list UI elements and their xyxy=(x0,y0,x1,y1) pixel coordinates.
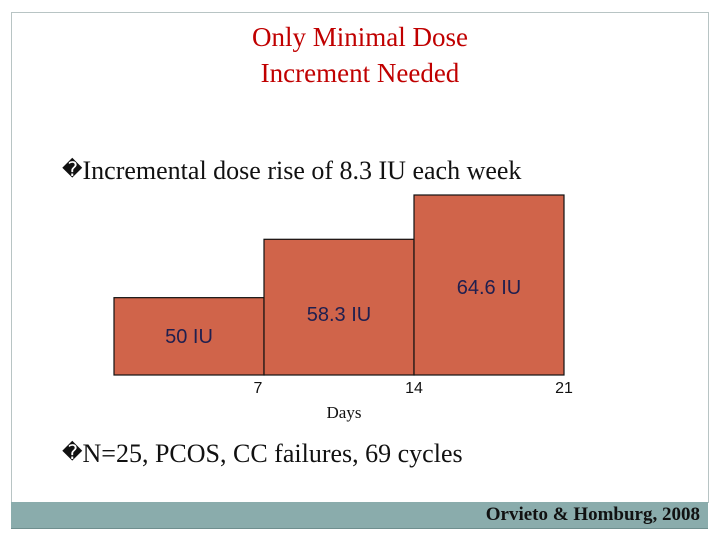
x-tick-label: 21 xyxy=(555,380,573,397)
x-axis-label: Days xyxy=(327,403,362,422)
bar-1 xyxy=(113,297,265,376)
data-label: 50 IU xyxy=(165,326,213,348)
x-tick-label: 7 xyxy=(254,380,263,397)
data-label: 58.3 IU xyxy=(307,304,371,326)
bullet-text: Incremental dose rise of 8.3 IU each wee… xyxy=(82,156,522,185)
slide-title-line1: Only Minimal Dose xyxy=(252,22,468,52)
bullet-marker-icon: � xyxy=(62,157,83,181)
x-tick-label: 14 xyxy=(405,380,423,397)
slide-title-line2: Increment Needed xyxy=(260,58,460,88)
citation: Orvieto & Homburg, 2008 xyxy=(485,504,700,525)
bar-2 xyxy=(263,238,415,376)
bullet-2: �N=25, PCOS, CC failures, 69 cycles xyxy=(62,439,463,469)
slide-frame xyxy=(11,12,709,503)
footer-bar: Orvieto & Homburg, 2008 xyxy=(11,502,708,529)
bar-3 xyxy=(413,194,565,376)
bullet-text: N=25, PCOS, CC failures, 69 cycles xyxy=(82,439,463,468)
data-label: 64.6 IU xyxy=(457,277,521,299)
bullet-marker-icon: � xyxy=(62,440,83,464)
bullet-1: �Incremental dose rise of 8.3 IU each we… xyxy=(62,156,521,186)
